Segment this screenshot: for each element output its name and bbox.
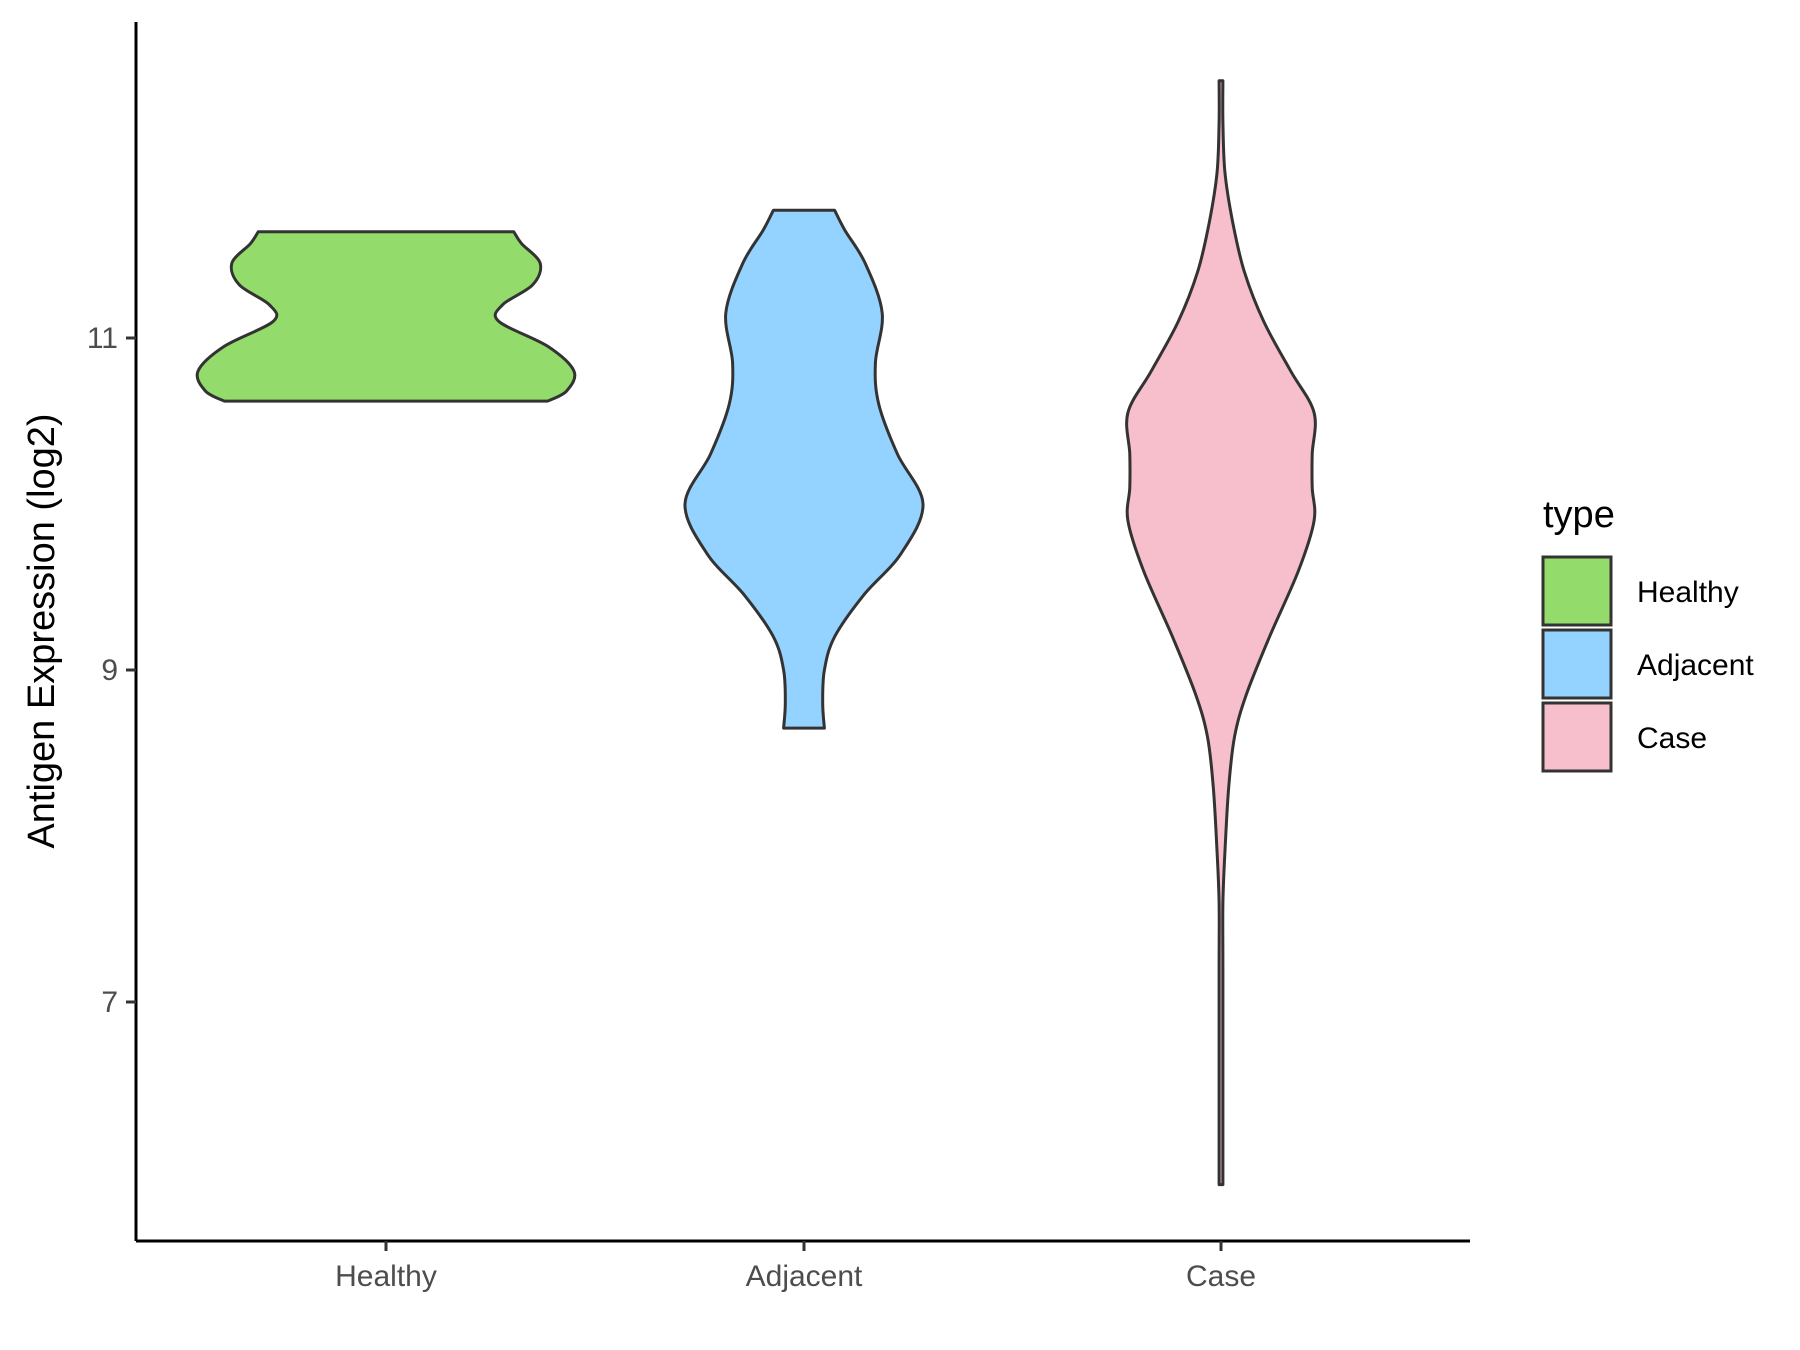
legend: type Healthy Adjacent Case bbox=[1541, 494, 1754, 773]
y-axis-title: Antigen Expression (log2) bbox=[21, 413, 63, 848]
legend-title: type bbox=[1543, 494, 1615, 536]
legend-swatch-adjacent bbox=[1541, 628, 1613, 700]
x-axis-ticks: Healthy Adjacent Case bbox=[335, 1241, 1256, 1293]
violin-adjacent bbox=[683, 208, 925, 730]
y-tick-label: 9 bbox=[101, 654, 118, 687]
violin-layer bbox=[195, 79, 1317, 1187]
violin-case bbox=[1125, 79, 1317, 1187]
violin-healthy bbox=[195, 230, 577, 403]
y-tick-label: 11 bbox=[87, 322, 118, 355]
x-tick-label: Adjacent bbox=[746, 1260, 863, 1293]
y-axis-ticks: 7 9 11 bbox=[87, 322, 136, 1019]
legend-label-case: Case bbox=[1637, 722, 1707, 755]
y-tick-label: 7 bbox=[101, 986, 118, 1019]
legend-swatch-healthy bbox=[1541, 555, 1613, 627]
legend-swatch-case bbox=[1541, 701, 1613, 773]
x-tick-label: Case bbox=[1186, 1260, 1256, 1293]
legend-label-adjacent: Adjacent bbox=[1637, 649, 1754, 682]
x-tick-label: Healthy bbox=[335, 1260, 437, 1293]
legend-label-healthy: Healthy bbox=[1637, 576, 1739, 609]
